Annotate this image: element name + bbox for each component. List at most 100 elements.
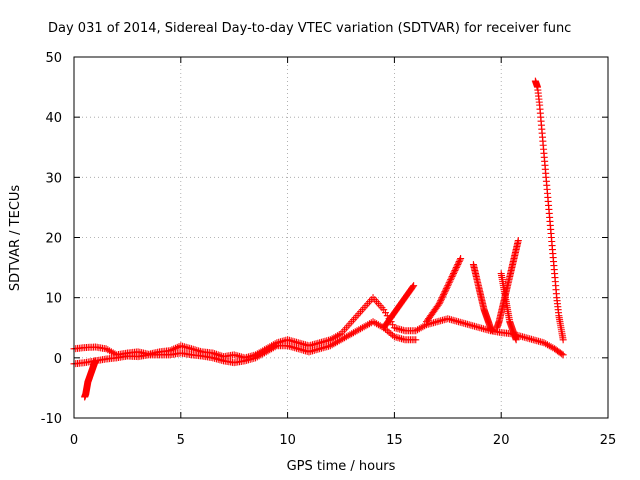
data-point bbox=[454, 259, 462, 267]
data-point bbox=[439, 292, 447, 300]
data-point bbox=[445, 280, 453, 288]
data-point bbox=[448, 273, 456, 281]
data-point bbox=[543, 341, 551, 349]
data-point bbox=[414, 326, 422, 334]
y-tick-label: -10 bbox=[41, 412, 62, 427]
data-point bbox=[450, 268, 458, 276]
data-point bbox=[335, 337, 343, 345]
data-point bbox=[342, 333, 350, 341]
data-point bbox=[542, 340, 550, 348]
data-point bbox=[559, 351, 567, 359]
data-point bbox=[364, 321, 372, 329]
data-point bbox=[440, 289, 448, 297]
data-point bbox=[357, 325, 365, 333]
data-point bbox=[328, 335, 336, 343]
data-point bbox=[107, 348, 115, 356]
data-point bbox=[382, 309, 389, 317]
data-point bbox=[445, 279, 453, 287]
data-point bbox=[383, 327, 391, 335]
chart-title: Day 031 of 2014, Sidereal Day-to-day VTE… bbox=[48, 21, 571, 36]
data-point bbox=[262, 348, 270, 356]
data-point bbox=[449, 271, 457, 279]
grid bbox=[74, 57, 608, 418]
data-point bbox=[387, 330, 395, 338]
data-point bbox=[371, 319, 379, 327]
data-point bbox=[326, 336, 334, 344]
data-point bbox=[173, 343, 181, 351]
data-point bbox=[339, 335, 347, 343]
data-point bbox=[489, 327, 497, 335]
data-point bbox=[365, 320, 373, 328]
series-rising-arc-20-7 bbox=[493, 237, 522, 332]
data-point bbox=[268, 345, 276, 353]
axis-ticks: 0 5 10 15 20 25 -10 0 10 20 30 40 50 bbox=[41, 51, 617, 448]
data-point bbox=[443, 283, 451, 291]
data-point bbox=[341, 334, 349, 342]
data-point bbox=[421, 322, 429, 330]
data-point bbox=[545, 342, 553, 350]
data-point bbox=[332, 333, 340, 341]
data-point bbox=[351, 328, 359, 336]
data-point bbox=[255, 352, 263, 360]
data-point bbox=[441, 288, 449, 296]
data-point bbox=[449, 270, 457, 278]
data-point bbox=[333, 332, 341, 340]
data-point bbox=[358, 324, 366, 332]
data-point bbox=[389, 321, 397, 329]
x-axis-label: GPS time / hours bbox=[287, 459, 396, 474]
data-point bbox=[435, 300, 443, 308]
data-point bbox=[271, 343, 279, 351]
data-point bbox=[335, 331, 343, 339]
data-point bbox=[337, 336, 345, 344]
data-point bbox=[355, 326, 363, 334]
data-point bbox=[269, 344, 277, 352]
data-point bbox=[373, 320, 381, 328]
data-point bbox=[442, 286, 450, 294]
data-point bbox=[385, 328, 393, 336]
data-point bbox=[253, 353, 261, 361]
data-point bbox=[362, 322, 370, 330]
data-point bbox=[257, 351, 265, 359]
data-point bbox=[380, 306, 388, 314]
data-point bbox=[419, 323, 427, 331]
data-point bbox=[440, 291, 448, 299]
data-point bbox=[348, 330, 356, 338]
data-point bbox=[412, 336, 420, 344]
y-tick-label: 30 bbox=[45, 171, 62, 186]
data-point bbox=[447, 274, 455, 282]
data-point bbox=[452, 265, 460, 273]
data-point bbox=[330, 334, 338, 342]
y-tick-label: 40 bbox=[45, 111, 62, 126]
x-tick-label: 10 bbox=[279, 433, 296, 448]
x-tick-label: 0 bbox=[70, 433, 78, 448]
data-point bbox=[559, 336, 567, 344]
series-loop-20 bbox=[497, 270, 520, 344]
data-point bbox=[438, 294, 446, 302]
data-point bbox=[442, 285, 450, 293]
series-arc-18 bbox=[422, 255, 465, 326]
data-point bbox=[252, 354, 260, 362]
data-point bbox=[409, 283, 417, 291]
data-point bbox=[417, 324, 425, 332]
data-point bbox=[369, 318, 377, 326]
data-point bbox=[446, 277, 454, 285]
data-point bbox=[330, 340, 338, 348]
data-point bbox=[453, 262, 461, 270]
series-arc-16 bbox=[380, 282, 418, 332]
data-point bbox=[434, 301, 442, 309]
data-point bbox=[102, 345, 110, 353]
series-falling-arc-19 bbox=[469, 261, 497, 335]
data-point bbox=[437, 297, 445, 305]
data-point bbox=[264, 347, 272, 355]
data-point bbox=[452, 264, 460, 272]
data-point bbox=[512, 336, 520, 344]
data-point bbox=[410, 282, 418, 290]
series-main-band-lower bbox=[70, 318, 420, 368]
data-point bbox=[457, 255, 465, 263]
data-point bbox=[444, 282, 452, 290]
y-tick-label: 0 bbox=[54, 352, 62, 367]
data-point bbox=[389, 331, 397, 339]
data-point bbox=[326, 342, 334, 350]
data-point bbox=[412, 327, 420, 335]
data-point bbox=[540, 339, 548, 347]
